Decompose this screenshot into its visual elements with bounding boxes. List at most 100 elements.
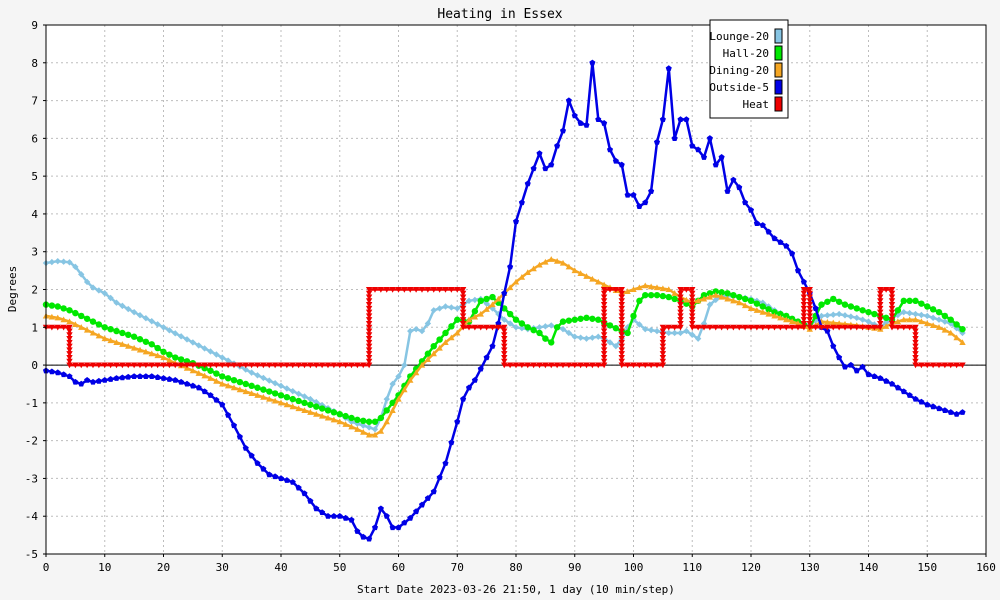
data-point-dining-20: [577, 270, 584, 277]
data-point-heat: [407, 286, 414, 293]
data-point-hall-20: [871, 310, 878, 318]
data-point-dining-20: [201, 372, 208, 379]
data-point-dining-20: [166, 357, 173, 363]
data-point-heat: [365, 358, 373, 365]
data-point-outside-5: [383, 513, 390, 519]
data-point-dining-20: [130, 344, 138, 351]
data-point-dining-20: [318, 412, 326, 419]
data-point-hall-20: [83, 315, 91, 322]
data-point-lounge-20: [101, 290, 108, 297]
data-point-outside-5: [730, 176, 737, 183]
data-point-heat: [401, 286, 408, 293]
data-point-heat: [659, 332, 667, 339]
data-point-heat: [777, 324, 784, 331]
legend-swatch-lounge-20: [774, 28, 783, 44]
data-point-heat: [877, 317, 884, 323]
data-point-outside-5: [89, 378, 97, 385]
data-point-heat: [947, 362, 954, 369]
data-point-heat: [689, 286, 696, 293]
data-point-lounge-20: [113, 299, 120, 306]
data-point-lounge-20: [824, 312, 831, 319]
data-point-hall-20: [236, 378, 244, 386]
data-point-heat: [659, 343, 667, 350]
data-point-heat: [800, 324, 808, 331]
data-point-outside-5: [430, 488, 437, 495]
data-point-heat: [888, 294, 896, 301]
data-point-heat: [800, 302, 808, 308]
data-point-lounge-20: [78, 271, 85, 278]
data-point-outside-5: [812, 305, 819, 311]
data-point-heat: [888, 317, 896, 323]
data-point-hall-20: [448, 323, 455, 330]
data-point-lounge-20: [712, 296, 719, 304]
data-point-lounge-20: [536, 324, 543, 331]
data-point-dining-20: [536, 261, 543, 268]
data-point-lounge-20: [307, 395, 314, 403]
data-point-heat: [301, 362, 308, 369]
data-point-outside-5: [471, 376, 478, 383]
data-point-heat: [689, 305, 696, 312]
data-point-hall-20: [219, 373, 226, 380]
data-point-hall-20: [471, 308, 479, 315]
data-point-heat: [800, 317, 808, 323]
data-point-outside-5: [189, 382, 196, 389]
data-point-heat: [888, 290, 896, 297]
data-point-heat: [78, 362, 85, 369]
data-point-lounge-20: [148, 318, 155, 325]
data-point-heat: [177, 362, 185, 369]
data-point-outside-5: [530, 165, 537, 172]
data-point-heat: [912, 336, 919, 342]
data-point-heat: [365, 290, 373, 297]
data-point-lounge-20: [924, 312, 931, 320]
data-point-heat: [330, 362, 338, 369]
data-point-heat: [501, 324, 508, 331]
data-point-heat: [800, 298, 808, 305]
data-point-dining-20: [236, 386, 244, 393]
data-point-outside-5: [900, 388, 907, 395]
data-point-heat: [307, 362, 314, 369]
data-point-hall-20: [142, 338, 150, 345]
data-point-heat: [565, 362, 573, 369]
data-point-heat: [459, 320, 467, 327]
data-point-heat: [677, 294, 684, 301]
data-point-outside-5: [700, 154, 708, 160]
y-tick-label: 4: [31, 208, 38, 221]
data-point-dining-20: [595, 278, 602, 285]
data-point-heat: [536, 362, 543, 369]
data-point-dining-20: [777, 314, 784, 321]
data-point-heat: [959, 362, 966, 369]
data-point-hall-20: [430, 342, 437, 350]
data-point-heat: [824, 324, 831, 331]
data-point-dining-20: [653, 284, 661, 291]
data-point-dining-20: [371, 431, 379, 438]
data-point-dining-20: [906, 316, 913, 323]
data-point-heat: [142, 362, 150, 369]
data-point-outside-5: [577, 120, 584, 126]
data-point-heat: [459, 309, 467, 316]
data-point-dining-20: [395, 395, 402, 402]
data-point-outside-5: [742, 199, 749, 206]
data-point-outside-5: [336, 513, 343, 519]
data-point-outside-5: [559, 127, 567, 134]
data-point-heat: [906, 324, 913, 331]
data-point-heat: [806, 313, 813, 320]
data-point-hall-20: [518, 320, 526, 327]
data-point-heat: [600, 343, 608, 350]
data-point-outside-5: [941, 407, 948, 414]
data-point-heat: [853, 324, 860, 331]
data-point-dining-20: [289, 403, 296, 410]
data-point-heat: [477, 324, 484, 331]
data-point-lounge-20: [835, 310, 843, 318]
data-point-heat: [224, 362, 232, 369]
data-point-outside-5: [847, 361, 854, 368]
data-point-hall-20: [301, 399, 308, 407]
data-point-hall-20: [841, 301, 849, 308]
data-point-lounge-20: [647, 326, 655, 334]
data-point-heat: [365, 347, 373, 354]
data-point-outside-5: [201, 388, 208, 395]
data-point-heat: [765, 324, 772, 331]
data-point-heat: [800, 294, 808, 301]
data-point-outside-5: [877, 375, 884, 381]
data-point-lounge-20: [577, 334, 584, 341]
data-point-outside-5: [366, 535, 373, 542]
